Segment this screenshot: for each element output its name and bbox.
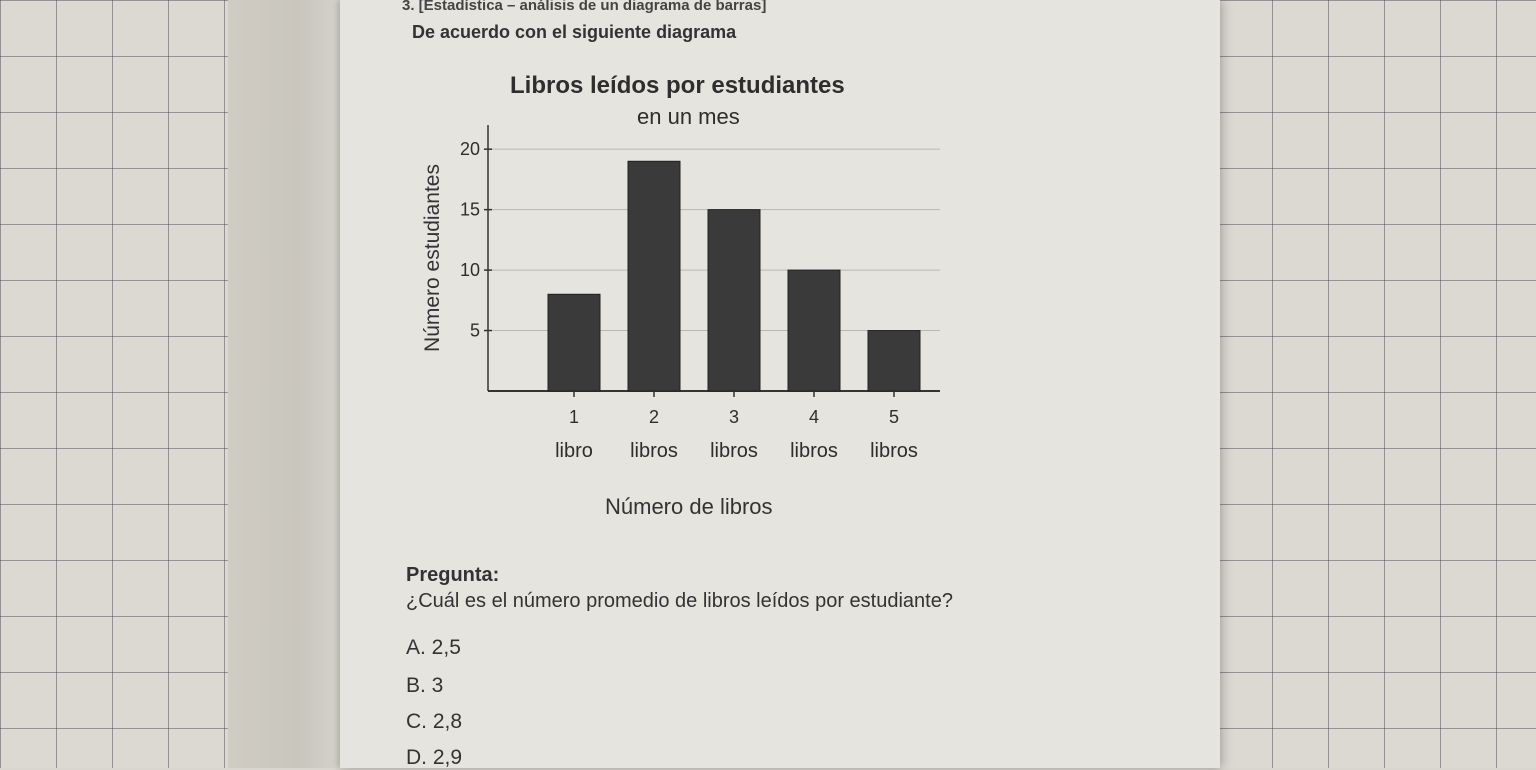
question-label: Pregunta:	[406, 564, 500, 586]
worksheet: 3. [Estadística – análisis de un diagram…	[340, 0, 1220, 769]
bar-4	[787, 269, 841, 392]
x-tick-word: libros	[870, 440, 918, 462]
bar-chart: 5 10 15 20 1 libro 2 libros 3 libros 4 libros 5 libro…	[460, 125, 940, 462]
answer-option-a[interactable]: A. 2,5	[406, 636, 461, 659]
y-tick-label: 10	[460, 260, 480, 280]
x-tick-word: libros	[630, 440, 678, 462]
section-heading: 3. [Estadística – análisis de un diagram…	[402, 0, 767, 14]
x-tick-number: 2	[649, 407, 659, 427]
answer-option-d[interactable]: D. 2,9	[406, 746, 463, 769]
bar-2	[627, 160, 681, 392]
x-axis-label: Número de libros	[605, 494, 773, 519]
y-tick-label: 20	[460, 139, 480, 159]
x-tick-word: libros	[710, 440, 758, 462]
paper-fold-shadow	[228, 0, 348, 768]
graph-paper-left	[0, 0, 240, 768]
instruction-text: De acuerdo con el siguiente diagrama	[412, 22, 737, 42]
chart-title: Libros leídos por estudiantes	[510, 72, 845, 99]
question-text: ¿Cuál es el número promedio de libros le…	[406, 590, 953, 612]
x-tick-number: 3	[729, 407, 739, 427]
graph-paper-right	[1160, 0, 1536, 768]
x-tick-word: libro	[555, 440, 593, 462]
bar-3	[707, 209, 761, 392]
x-tick-number: 5	[889, 407, 899, 427]
x-tick-word: libros	[790, 440, 838, 462]
bar-1	[547, 293, 601, 392]
x-tick-number: 4	[809, 407, 819, 427]
answer-option-c[interactable]: C. 2,8	[406, 710, 463, 733]
bar-5	[867, 330, 921, 392]
answer-option-b[interactable]: B. 3	[406, 674, 444, 697]
chart-subtitle: en un mes	[637, 104, 740, 129]
x-tick-number: 1	[569, 407, 579, 427]
y-tick-label: 15	[460, 200, 480, 220]
y-tick-label: 5	[470, 321, 480, 341]
